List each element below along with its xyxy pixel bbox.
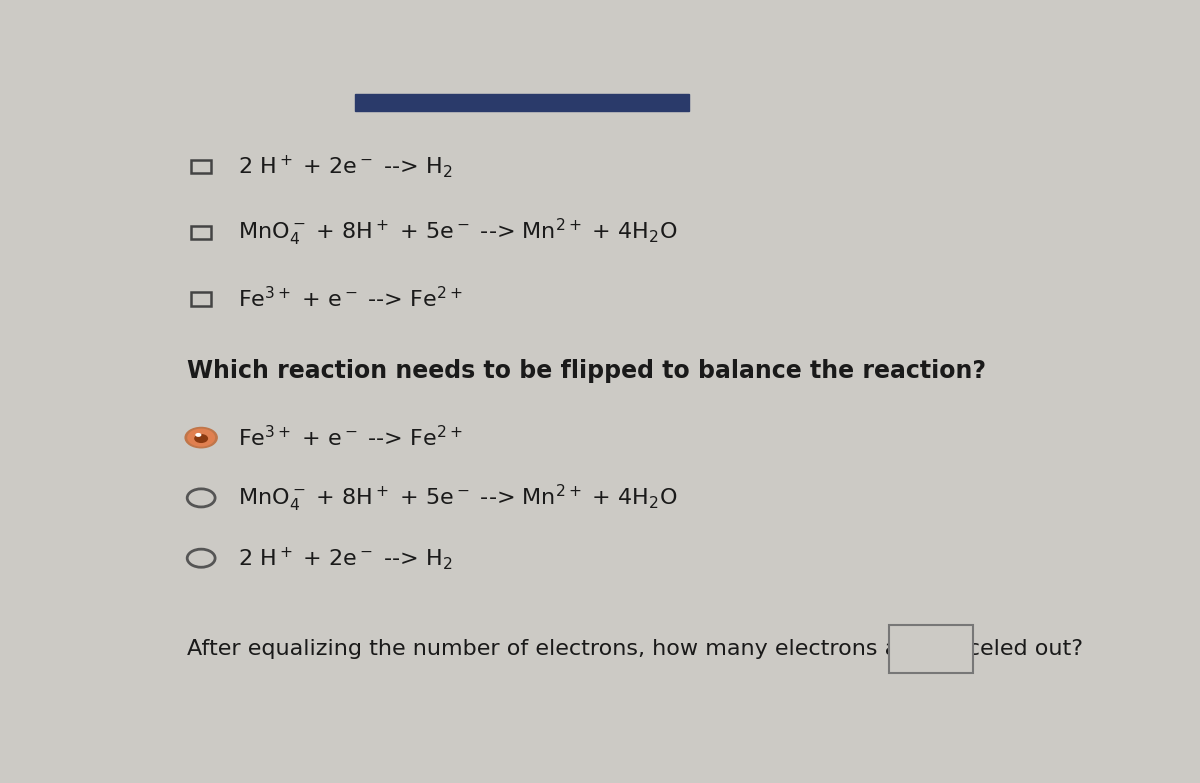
Text: Fe$^{3+}$ + e$^-$ --> Fe$^{2+}$: Fe$^{3+}$ + e$^-$ --> Fe$^{2+}$ xyxy=(239,287,463,312)
Circle shape xyxy=(187,489,215,507)
Text: After equalizing the number of electrons, how many electrons are canceled out?: After equalizing the number of electrons… xyxy=(187,639,1084,659)
Circle shape xyxy=(194,434,208,443)
Circle shape xyxy=(187,549,215,567)
Circle shape xyxy=(185,427,218,449)
Bar xyxy=(191,160,211,173)
Text: MnO$_4^-$ + 8H$^+$ + 5e$^-$ --> Mn$^{2+}$ + 4H$_2$O: MnO$_4^-$ + 8H$^+$ + 5e$^-$ --> Mn$^{2+}… xyxy=(239,217,678,248)
Bar xyxy=(889,625,973,673)
Text: Fe$^{3+}$ + e$^-$ --> Fe$^{2+}$: Fe$^{3+}$ + e$^-$ --> Fe$^{2+}$ xyxy=(239,425,463,450)
Text: 2 H$^+$ + 2e$^-$ --> H$_2$: 2 H$^+$ + 2e$^-$ --> H$_2$ xyxy=(239,153,452,180)
Circle shape xyxy=(196,433,202,437)
Bar xyxy=(191,226,211,240)
Bar xyxy=(191,292,211,305)
Bar xyxy=(355,94,690,111)
Text: 2 H$^+$ + 2e$^-$ --> H$_2$: 2 H$^+$ + 2e$^-$ --> H$_2$ xyxy=(239,545,452,572)
Text: Which reaction needs to be flipped to balance the reaction?: Which reaction needs to be flipped to ba… xyxy=(187,359,986,384)
Text: MnO$_4^-$ + 8H$^+$ + 5e$^-$ --> Mn$^{2+}$ + 4H$_2$O: MnO$_4^-$ + 8H$^+$ + 5e$^-$ --> Mn$^{2+}… xyxy=(239,482,678,514)
Circle shape xyxy=(187,428,215,446)
